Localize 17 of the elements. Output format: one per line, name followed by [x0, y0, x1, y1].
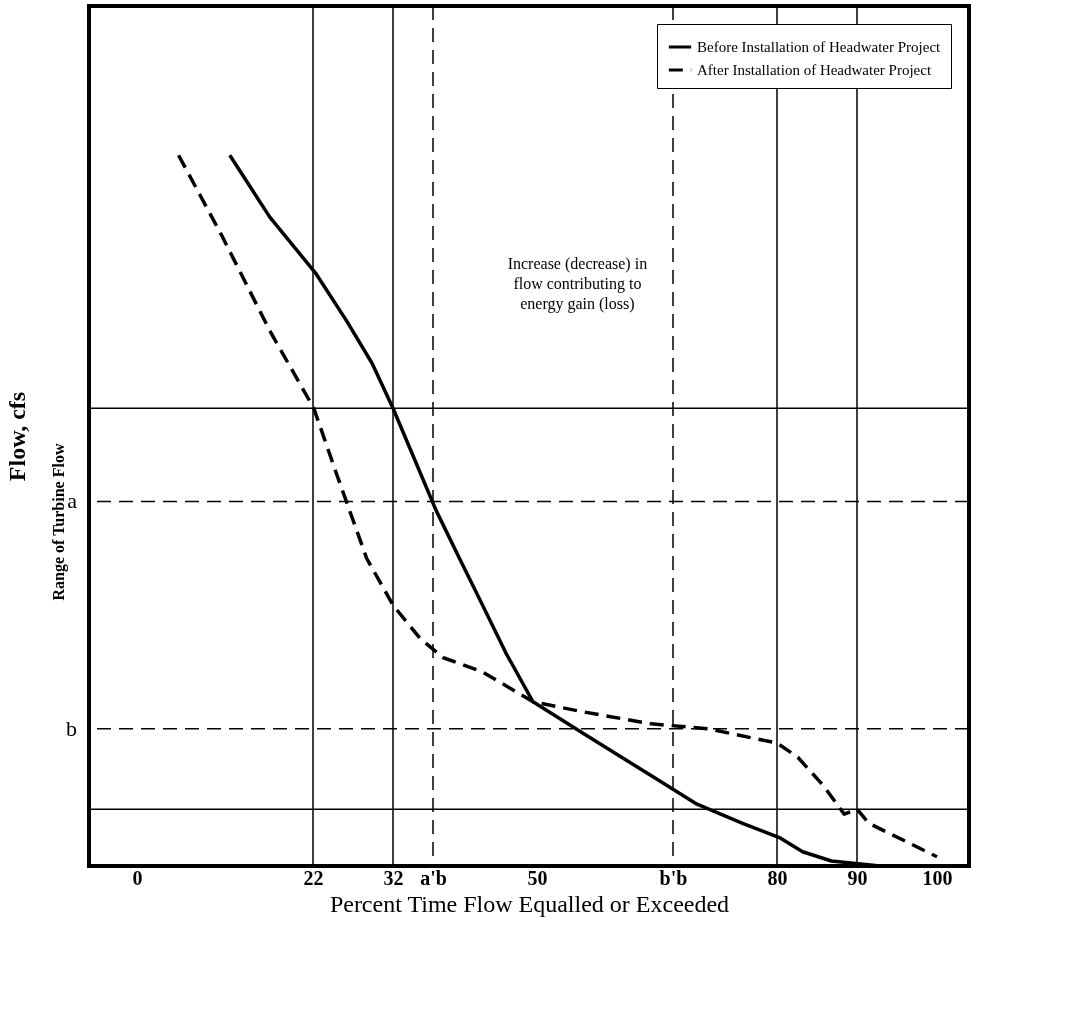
ref-line-label: b [66, 715, 77, 741]
x-tick-label: 50 [527, 866, 548, 889]
x-tick-label: 100 [922, 866, 953, 889]
x-tick-label: 0 [132, 866, 143, 889]
text: Range of Turbine Flow [50, 443, 68, 601]
legend-label: Before Installation of Headwater Project [697, 39, 942, 55]
annotation: Increase (decrease) in flow contributing to energy gain (loss) [507, 255, 648, 313]
x-tick-label: b'b [659, 866, 688, 889]
x-tick-label: a'b [420, 866, 447, 889]
x-tick-label: 32 [383, 866, 404, 889]
ref-line-label: a [67, 488, 78, 514]
x-tick-label: 80 [767, 866, 788, 889]
x-tick-label: 90 [847, 866, 868, 889]
x-tick-label: 22 [303, 866, 324, 889]
x-axis-title: Percent Time Flow Equalled or Exceeded [329, 890, 730, 917]
y-axis-title: Flow, cfs [3, 391, 30, 482]
legend-label: After Installation of Headwater Project [697, 62, 932, 78]
